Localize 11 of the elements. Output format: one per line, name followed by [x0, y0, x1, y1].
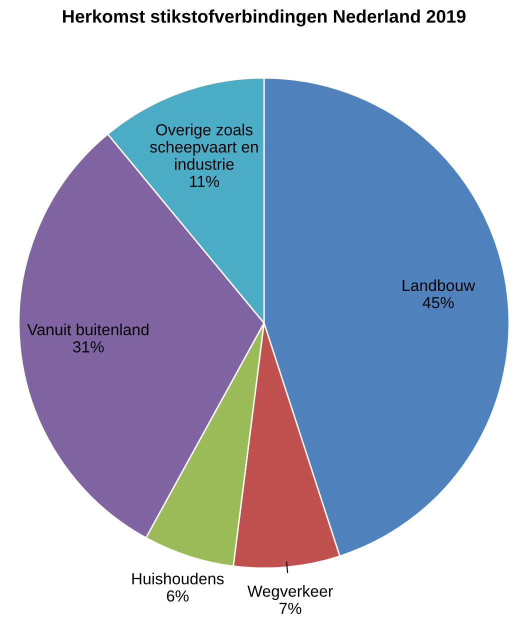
data-label: 7% — [280, 602, 302, 614]
data-label: 45% — [422, 297, 454, 308]
data-label: 6% — [166, 590, 189, 602]
slice-label: Landbouw — [402, 279, 476, 292]
slice-label: Wegverkeer — [247, 585, 333, 600]
slice-label: Overige zoals scheepvaart en industrie — [150, 124, 258, 170]
chart-title: Herkomst stikstofverbindingen Nederland 2019 — [63, 10, 466, 26]
data-label: 31% — [72, 341, 104, 352]
slice-label: Huishoudens — [132, 572, 224, 584]
data-label: 11% — [190, 176, 220, 187]
slice-label: Vanuit buitenland — [27, 324, 148, 336]
